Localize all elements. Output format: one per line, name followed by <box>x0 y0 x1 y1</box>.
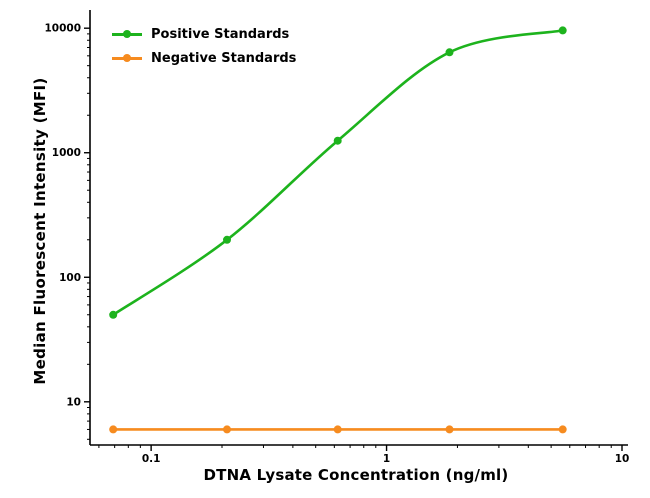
y-tick-label: 1000 <box>52 147 81 159</box>
data-point-marker-positive-standards <box>223 235 231 244</box>
legend-item-negative-standards: Negative Standards <box>112 46 296 70</box>
data-point-marker-positive-standards <box>333 136 342 145</box>
data-point-marker-positive-standards <box>445 48 454 57</box>
legend-item-positive-standards: Positive Standards <box>112 22 296 46</box>
data-point-marker-negative-standards <box>223 425 231 434</box>
data-point-marker-positive-standards <box>109 310 118 319</box>
legend-label-negative-standards: Negative Standards <box>151 50 297 66</box>
data-point-marker-negative-standards <box>445 425 454 434</box>
legend-label-positive-standards: Positive Standards <box>151 26 290 42</box>
positive-standards-marker-icon <box>123 30 131 38</box>
series-line-positive-standards <box>111 29 564 317</box>
x-tick-label: 1 <box>383 453 390 465</box>
y-tick-label: 100 <box>59 272 81 284</box>
legend: Positive Standards Negative Standards <box>112 22 296 70</box>
data-point-marker-negative-standards <box>558 425 567 434</box>
negative-standards-marker-icon <box>123 54 131 62</box>
positive-standards-line-swatch <box>112 30 142 38</box>
data-point-marker-negative-standards <box>333 425 342 434</box>
data-point-marker-negative-standards <box>109 425 118 434</box>
y-axis-title: Median Fluorescent Intensity (MFI) <box>31 77 49 385</box>
x-tick-label: 10 <box>615 453 630 465</box>
y-tick-label: 10 <box>66 396 81 408</box>
negative-standards-line-swatch <box>112 54 142 62</box>
y-tick-label: 10000 <box>44 23 81 35</box>
data-point-marker-positive-standards <box>558 26 567 35</box>
x-axis-title: DTNA Lysate Concentration (ng/ml) <box>203 466 509 484</box>
x-tick-label: 0.1 <box>142 453 161 465</box>
